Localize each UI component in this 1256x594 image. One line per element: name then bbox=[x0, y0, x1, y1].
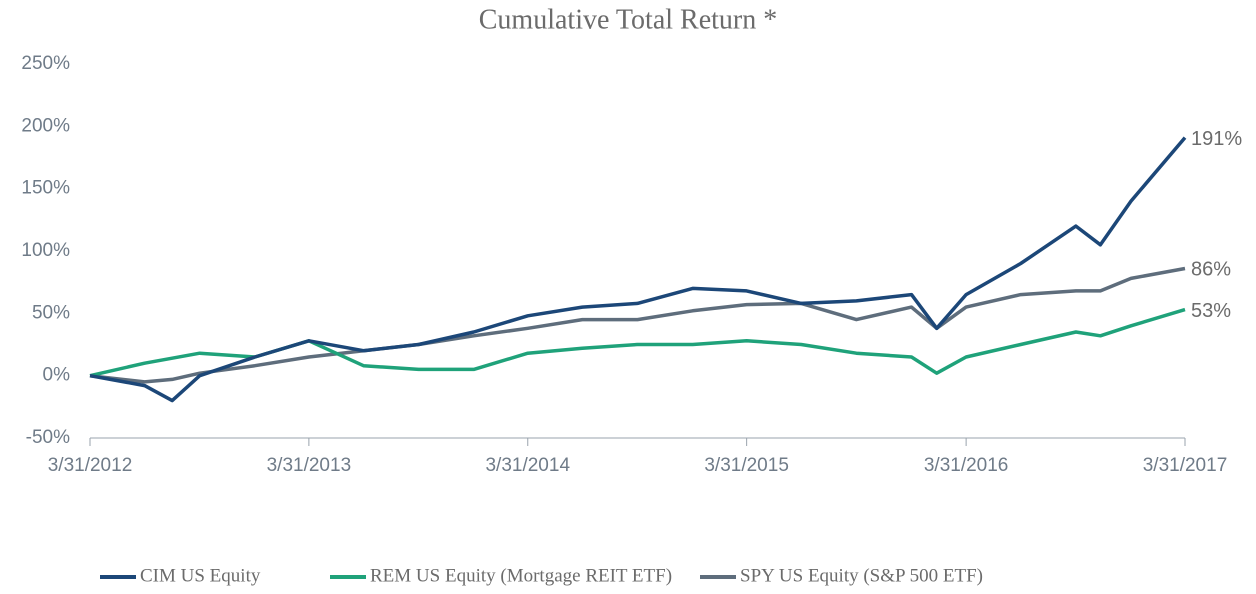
y-tick-label: -50% bbox=[26, 427, 70, 448]
x-tick-label: 3/31/2016 bbox=[924, 455, 1009, 476]
y-tick-label: 100% bbox=[21, 240, 70, 261]
y-tick-label: 200% bbox=[21, 115, 70, 136]
y-tick-label: 150% bbox=[21, 178, 70, 199]
legend-label: CIM US Equity bbox=[140, 565, 261, 586]
x-tick-label: 3/31/2017 bbox=[1143, 455, 1228, 476]
x-tick-label: 3/31/2012 bbox=[48, 455, 133, 476]
y-tick-label: 50% bbox=[32, 302, 70, 323]
chart-title: Cumulative Total Return * bbox=[479, 4, 777, 35]
end-label: 53% bbox=[1191, 300, 1231, 322]
x-tick-label: 3/31/2015 bbox=[704, 455, 789, 476]
y-tick-label: 250% bbox=[21, 53, 70, 74]
x-tick-label: 3/31/2013 bbox=[267, 455, 352, 476]
series-line bbox=[89, 307, 1186, 378]
x-tick-label: 3/31/2014 bbox=[485, 455, 570, 476]
end-label: 86% bbox=[1191, 259, 1231, 281]
series-line bbox=[89, 136, 1187, 403]
legend-label: REM US Equity (Mortgage REIT ETF) bbox=[370, 565, 672, 586]
end-label: 191% bbox=[1191, 128, 1242, 150]
y-tick-label: 0% bbox=[43, 365, 71, 386]
legend-label: SPY US Equity (S&P 500 ETF) bbox=[740, 565, 983, 586]
series-line bbox=[89, 266, 1186, 384]
